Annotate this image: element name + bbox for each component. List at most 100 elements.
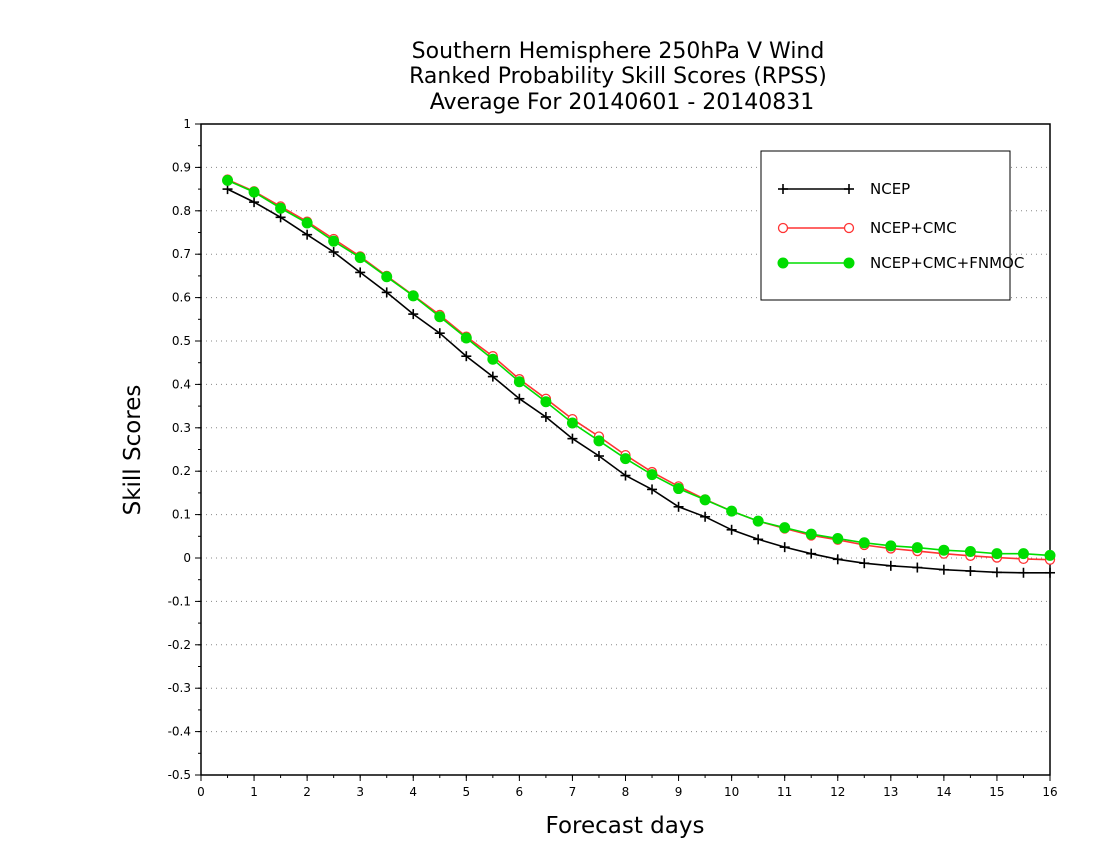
chart-title-line-2: Ranked Probability Skill Scores (RPSS) xyxy=(409,64,827,89)
legend-label: NCEP+CMC+FNMOC xyxy=(870,254,1024,272)
x-tick-label: 12 xyxy=(830,785,845,799)
data-point xyxy=(620,470,631,481)
series-ncep xyxy=(222,184,1055,578)
data-point xyxy=(1017,548,1029,560)
data-point xyxy=(859,558,870,569)
y-tick-label: -0.3 xyxy=(168,681,191,695)
data-point xyxy=(965,566,976,577)
x-tick-label: 8 xyxy=(622,785,630,799)
data-point xyxy=(408,309,419,320)
data-point xyxy=(301,217,313,229)
data-point xyxy=(699,494,711,506)
legend-marker xyxy=(843,257,855,269)
data-point xyxy=(540,411,551,422)
y-tick-label: 0.4 xyxy=(172,377,191,391)
x-tick-label: 14 xyxy=(936,785,951,799)
y-tick-label: 0.6 xyxy=(172,291,191,305)
data-point xyxy=(700,511,711,522)
y-tick-label: 0.5 xyxy=(172,334,191,348)
data-point xyxy=(593,451,604,462)
data-point xyxy=(460,332,472,344)
series-ncep-cmc-fnmoc xyxy=(222,174,1056,561)
legend-item: NCEP+CMC+FNMOC xyxy=(777,254,1024,272)
data-point xyxy=(567,433,578,444)
y-tick-label: 0 xyxy=(183,551,191,565)
data-point xyxy=(1018,567,1029,578)
data-point xyxy=(407,290,419,302)
y-tick-label: -0.1 xyxy=(168,594,191,608)
data-point xyxy=(753,534,764,545)
x-tick-label: 15 xyxy=(989,785,1004,799)
legend-item: NCEP xyxy=(778,180,910,198)
data-point xyxy=(275,202,287,214)
data-point xyxy=(938,544,950,556)
y-tick-label: 0.3 xyxy=(172,421,191,435)
legend-marker xyxy=(777,222,789,234)
data-point xyxy=(805,528,817,540)
legend-marker xyxy=(844,184,854,194)
data-point xyxy=(912,562,923,573)
data-point xyxy=(673,501,684,512)
x-tick-label: 16 xyxy=(1042,785,1057,799)
data-point xyxy=(355,267,366,278)
series-layer xyxy=(222,174,1056,578)
data-point xyxy=(381,287,392,298)
y-tick-label: 0.1 xyxy=(172,508,191,522)
chart-title: Southern Hemisphere 250hPa V Wind Ranked… xyxy=(409,39,827,115)
x-tick-label: 3 xyxy=(356,785,364,799)
data-point xyxy=(302,229,313,240)
data-point xyxy=(381,271,393,283)
data-point xyxy=(566,417,578,429)
x-tick-label: 4 xyxy=(409,785,417,799)
x-tick-label: 7 xyxy=(569,785,577,799)
data-point xyxy=(806,548,817,559)
chart-title-line-1: Southern Hemisphere 250hPa V Wind xyxy=(412,39,825,64)
data-point xyxy=(248,186,260,198)
data-point xyxy=(832,554,843,565)
legend-marker xyxy=(777,257,789,269)
legend-marker xyxy=(778,184,788,194)
data-point xyxy=(885,560,896,571)
data-point xyxy=(991,548,1003,560)
legend: NCEP NCEP+CMC NCEP+CMC+FNMOC xyxy=(760,150,1024,301)
chart-title-line-3: Average For 20140601 - 20140831 xyxy=(430,90,815,115)
data-point xyxy=(858,537,870,549)
x-axis-title: Forecast days xyxy=(546,813,705,839)
legend-label: NCEP xyxy=(870,180,910,198)
data-point xyxy=(461,351,472,362)
data-point xyxy=(487,371,498,382)
data-point xyxy=(275,212,286,223)
y-tick-label: -0.4 xyxy=(168,725,191,739)
data-point xyxy=(222,174,234,186)
data-point xyxy=(328,235,340,247)
legend-item: NCEP+CMC xyxy=(777,219,957,237)
data-point xyxy=(647,484,658,495)
y-tick-label: -0.5 xyxy=(168,768,191,782)
data-point xyxy=(911,542,923,554)
data-point xyxy=(249,197,260,208)
data-point xyxy=(514,393,525,404)
data-point xyxy=(620,453,631,465)
x-tick-label: 0 xyxy=(197,785,205,799)
x-tick-label: 13 xyxy=(883,785,898,799)
x-tick-label: 1 xyxy=(250,785,258,799)
x-tick-label: 10 xyxy=(724,785,739,799)
data-point xyxy=(513,376,525,388)
data-point xyxy=(779,542,790,553)
y-axis-title: Skill Scores xyxy=(120,385,146,516)
data-point xyxy=(832,532,844,544)
y-tick-label: 0.7 xyxy=(172,247,191,261)
legend-marker xyxy=(843,222,855,234)
data-point xyxy=(434,328,445,339)
data-point xyxy=(1044,549,1056,561)
data-point xyxy=(726,505,738,517)
x-tick-label: 9 xyxy=(675,785,683,799)
legend-box xyxy=(760,150,1011,301)
data-point xyxy=(593,435,605,447)
data-point xyxy=(434,311,446,323)
data-point xyxy=(487,353,499,365)
y-tick-label: 0.8 xyxy=(172,204,191,218)
data-point xyxy=(726,524,737,535)
data-point xyxy=(1045,567,1055,578)
legend-label: NCEP+CMC xyxy=(870,219,957,237)
